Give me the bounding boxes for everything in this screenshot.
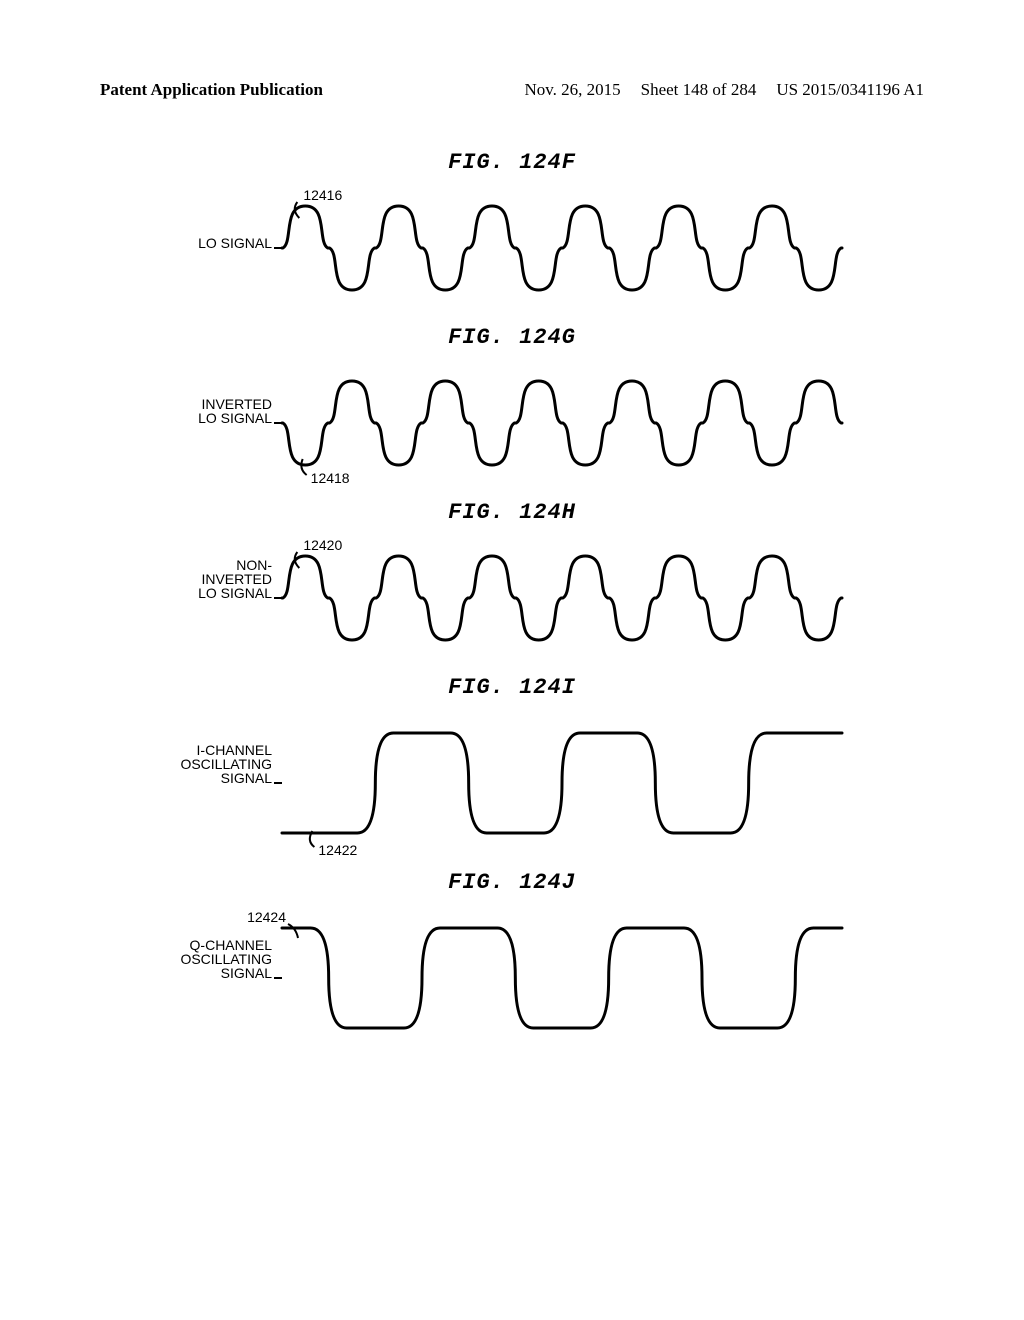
signal-label-line: SIGNAL (221, 770, 273, 786)
signal-label-line: LO SIGNAL (198, 585, 272, 601)
reference-number: 12422 (318, 842, 357, 858)
pub-date: Nov. 26, 2015 (524, 80, 620, 100)
figure-124F: FIG. 124F LO SIGNAL 12416 (70, 150, 954, 313)
waveform-path (282, 381, 842, 465)
waveform-path (282, 206, 842, 290)
waveform-svg: NON-INVERTEDLO SIGNAL12420 (162, 533, 862, 663)
figure-title: FIG. 124G (70, 325, 954, 350)
signal-label-line: SIGNAL (221, 965, 273, 981)
figure-content-area: FIG. 124FLO SIGNAL12416FIG. 124GINVERTED… (70, 150, 954, 1260)
publication-type: Patent Application Publication (100, 80, 323, 100)
waveform-svg: INVERTEDLO SIGNAL12418 (162, 358, 862, 488)
waveform-path (282, 928, 842, 1028)
sheet-number: Sheet 148 of 284 (641, 80, 757, 100)
figure-124H: FIG. 124HNON-INVERTEDLO SIGNAL12420 (70, 500, 954, 663)
figure-title: FIG. 124F (70, 150, 954, 175)
waveform-svg: I-CHANNELOSCILLATINGSIGNAL12422 (162, 708, 862, 858)
reference-hook (288, 924, 298, 938)
reference-number: 12418 (311, 470, 350, 486)
figure-124I: FIG. 124II-CHANNELOSCILLATINGSIGNAL12422 (70, 675, 954, 858)
figure-124G: FIG. 124GINVERTEDLO SIGNAL12418 (70, 325, 954, 488)
figure-title: FIG. 124I (70, 675, 954, 700)
reference-number: 12424 (247, 909, 286, 925)
waveform-svg: Q-CHANNELOSCILLATINGSIGNAL12424 (162, 903, 862, 1058)
reference-number: 12416 (303, 187, 342, 203)
page-header: Patent Application Publication Nov. 26, … (0, 80, 1024, 100)
figure-124J: FIG. 124JQ-CHANNELOSCILLATINGSIGNAL12424 (70, 870, 954, 1058)
waveform-svg: LO SIGNAL 12416 (162, 183, 862, 313)
signal-label-line: LO SIGNAL (198, 235, 272, 251)
waveform-path (282, 556, 842, 640)
signal-label-line: LO SIGNAL (198, 410, 272, 426)
figure-title: FIG. 124H (70, 500, 954, 525)
waveform-path (282, 733, 842, 833)
figure-title: FIG. 124J (70, 870, 954, 895)
doc-number: US 2015/0341196 A1 (776, 80, 924, 100)
reference-hook (301, 459, 306, 475)
reference-number: 12420 (303, 537, 342, 553)
